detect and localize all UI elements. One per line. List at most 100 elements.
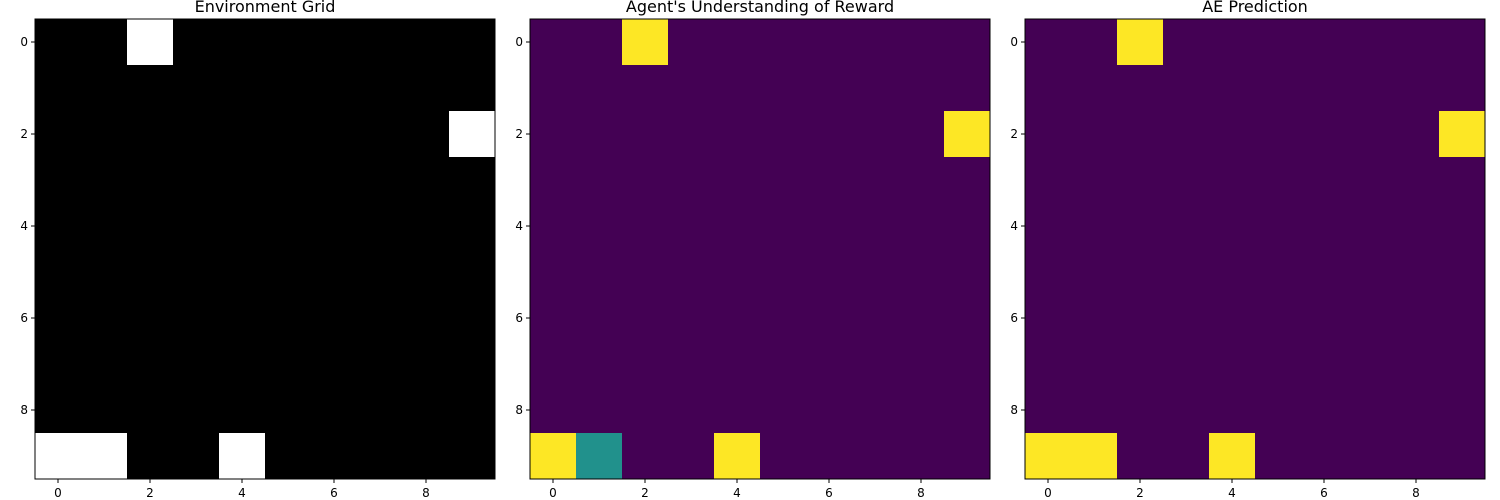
heatmap-cell xyxy=(1439,157,1486,204)
heatmap-cell xyxy=(173,19,220,66)
heatmap-cell xyxy=(265,65,312,112)
heatmap-cell xyxy=(1347,203,1394,250)
heatmap-cell xyxy=(576,203,623,250)
x-tick-label: 8 xyxy=(422,486,430,500)
heatmap-cell xyxy=(1163,65,1210,112)
heatmap-cell xyxy=(1439,19,1486,66)
heatmap-cell xyxy=(1255,19,1302,66)
heatmap-cell xyxy=(449,387,496,434)
heatmap-cell xyxy=(806,111,853,158)
heatmap-cell xyxy=(265,19,312,66)
heatmap-cell xyxy=(449,433,496,480)
heatmap-cell xyxy=(668,65,715,112)
heatmap-cell xyxy=(1163,203,1210,250)
heatmap-cell xyxy=(1025,65,1072,112)
heatmap-cell xyxy=(127,295,174,342)
heatmap-cell xyxy=(1347,157,1394,204)
heatmap-cell xyxy=(219,111,266,158)
heatmap-cell xyxy=(173,433,220,480)
heatmap-cell xyxy=(35,157,82,204)
heatmap-cell xyxy=(1393,387,1440,434)
heatmap-cell xyxy=(265,111,312,158)
heatmap-cell xyxy=(668,433,715,480)
heatmap-cell xyxy=(622,249,669,296)
heatmap-cell xyxy=(1163,341,1210,388)
heatmap-cell xyxy=(311,157,358,204)
heatmap-cell xyxy=(357,295,404,342)
heatmap-cell xyxy=(668,111,715,158)
heatmap-cell xyxy=(1117,157,1164,204)
heatmap-cell xyxy=(760,295,807,342)
heatmap-cell xyxy=(622,203,669,250)
heatmap-cell xyxy=(1255,387,1302,434)
heatmap-cell xyxy=(622,65,669,112)
heatmap-cell xyxy=(265,341,312,388)
x-tick-label: 0 xyxy=(54,486,62,500)
heatmap-cell xyxy=(173,203,220,250)
heatmap-cell xyxy=(1025,203,1072,250)
heatmap-cell xyxy=(852,433,899,480)
heatmap-cell xyxy=(898,111,945,158)
heatmap-cell xyxy=(357,249,404,296)
heatmap-cell xyxy=(530,387,577,434)
y-tick-label: 2 xyxy=(1010,127,1018,141)
heatmap-cell xyxy=(357,341,404,388)
heatmap-cell xyxy=(81,203,128,250)
panel-title: Agent's Understanding of Reward xyxy=(626,0,894,16)
panel-title: AE Prediction xyxy=(1202,0,1308,16)
heatmap-cell xyxy=(449,157,496,204)
heatmap-cell xyxy=(1255,249,1302,296)
heatmap-cell xyxy=(311,295,358,342)
heatmap-cell xyxy=(714,295,761,342)
heatmap-cell xyxy=(898,157,945,204)
heatmap-cell xyxy=(1071,203,1118,250)
heatmap-cell xyxy=(1071,65,1118,112)
heatmap-cell xyxy=(1393,65,1440,112)
heatmap-cell xyxy=(760,341,807,388)
panel-title: Environment Grid xyxy=(195,0,336,16)
heatmap-cell xyxy=(622,341,669,388)
heatmap-cell xyxy=(530,203,577,250)
heatmap-cell xyxy=(1301,387,1348,434)
heatmap-cell xyxy=(852,157,899,204)
heatmap-cell xyxy=(898,19,945,66)
heatmap-cell xyxy=(622,157,669,204)
heatmap-cell xyxy=(576,387,623,434)
heatmap-cell xyxy=(357,111,404,158)
heatmap-cell xyxy=(1439,341,1486,388)
heatmap-cell xyxy=(530,341,577,388)
heatmap-cell xyxy=(449,65,496,112)
heatmap-cell xyxy=(530,65,577,112)
heatmap-cell xyxy=(1393,111,1440,158)
heatmap-cell xyxy=(530,111,577,158)
heatmap-cell xyxy=(944,387,991,434)
panel-agent-reward-understanding: Agent's Understanding of Reward 0 2 4 6 8 0 2 4… xyxy=(515,0,991,500)
heatmap-cell xyxy=(403,19,450,66)
heatmap-cell xyxy=(357,19,404,66)
heatmap-cell xyxy=(1347,295,1394,342)
heatmap-cell xyxy=(1301,19,1348,66)
heatmap-cell xyxy=(1117,249,1164,296)
heatmap-cell xyxy=(530,19,577,66)
heatmap-cell xyxy=(173,111,220,158)
heatmap-cell xyxy=(852,341,899,388)
axes-frame xyxy=(529,18,991,480)
heatmap-cell xyxy=(1301,157,1348,204)
heatmap-cell xyxy=(219,433,266,480)
x-tick-label: 4 xyxy=(1228,486,1236,500)
heatmap-cell xyxy=(127,157,174,204)
heatmap-cell xyxy=(944,433,991,480)
heatmap-cell xyxy=(1255,295,1302,342)
heatmap-cell xyxy=(576,295,623,342)
heatmap-cell xyxy=(1393,157,1440,204)
heatmap-cell xyxy=(449,19,496,66)
heatmap-cell xyxy=(127,433,174,480)
heatmap-cell xyxy=(1347,65,1394,112)
heatmap-cell xyxy=(760,387,807,434)
heatmap-cell xyxy=(1209,203,1256,250)
heatmap-cell xyxy=(1209,65,1256,112)
heatmap-cell xyxy=(403,341,450,388)
y-tick-label: 8 xyxy=(20,403,28,417)
heatmap-cell xyxy=(1255,111,1302,158)
heatmap-cell xyxy=(1117,295,1164,342)
